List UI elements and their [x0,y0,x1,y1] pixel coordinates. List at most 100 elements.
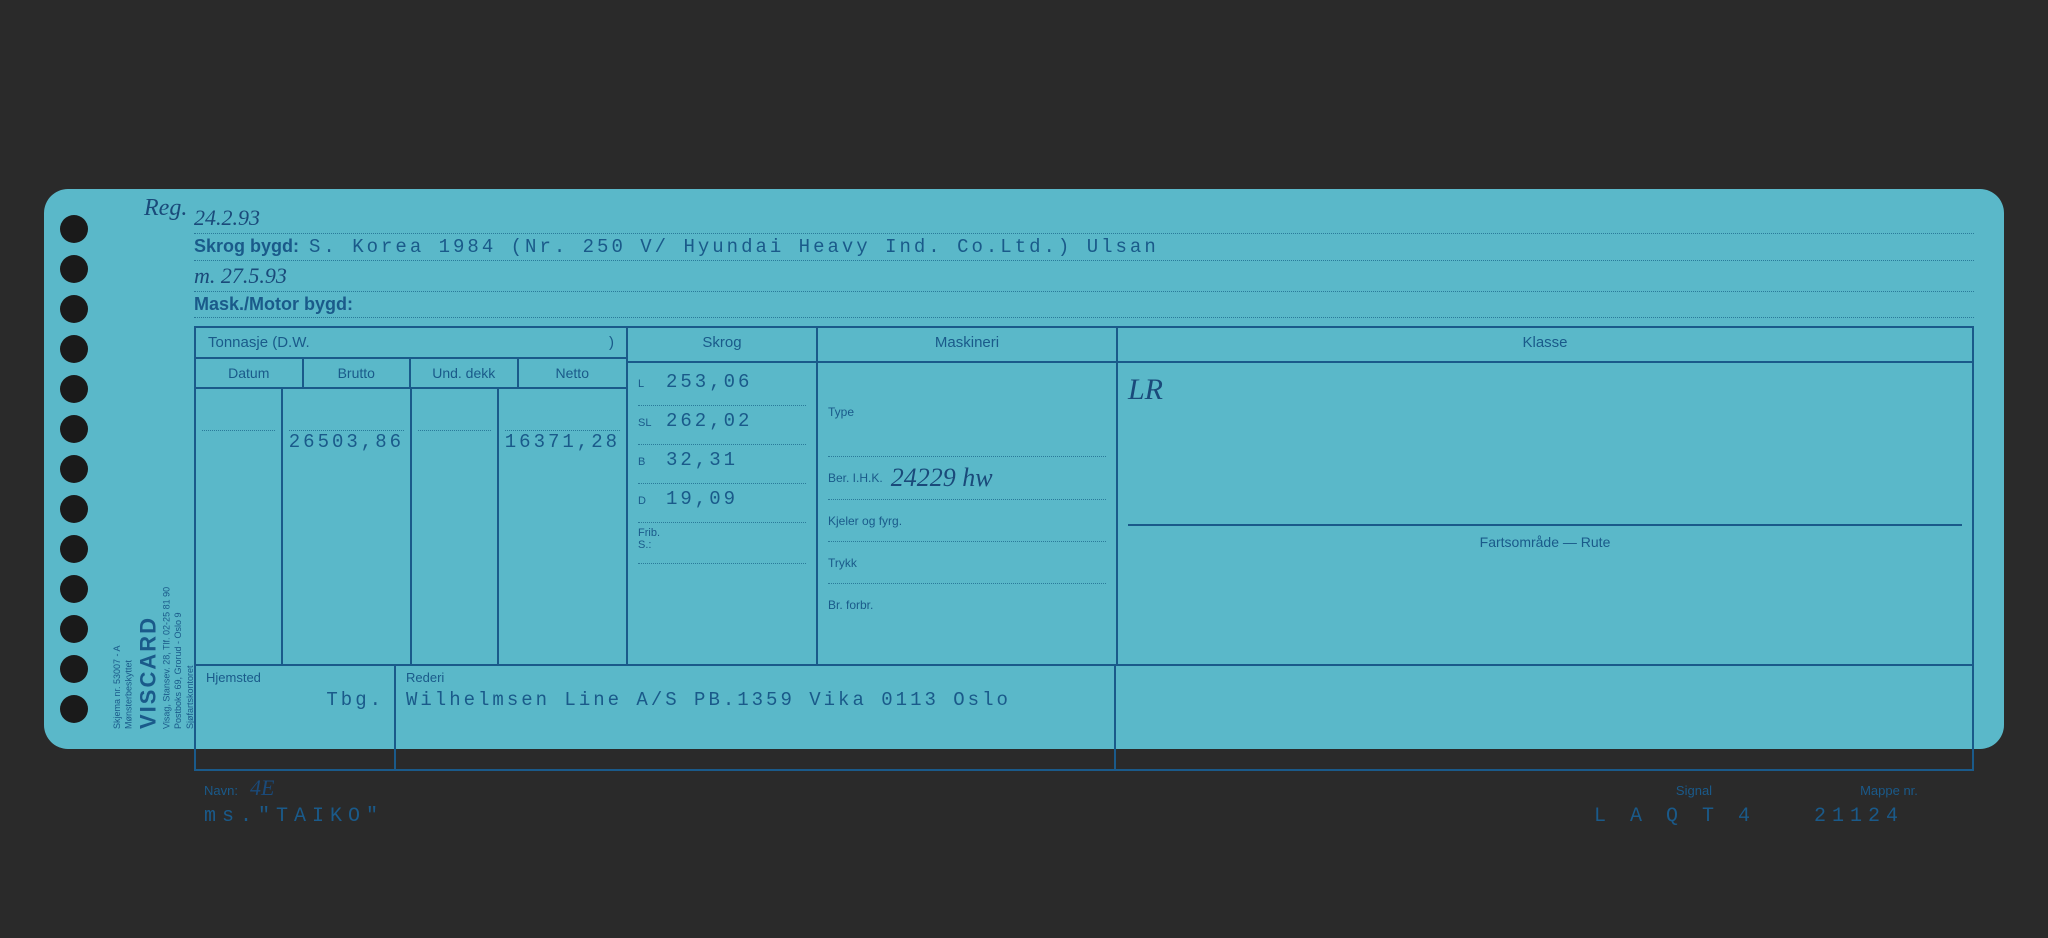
value-sl: 262,02 [666,410,752,432]
header-reg-date-line: 24.2.93 [194,203,1974,234]
main-grid: Tonnasje (D.W. ) Datum Brutto Und. dekk … [194,326,1974,666]
value-b: 32,31 [666,449,738,471]
punch-hole [60,215,88,243]
mask-bygd-label: Mask./Motor bygd: [194,294,353,315]
sidebar-addr2: Postboks 69, Grorud - Oslo 9 [173,209,185,729]
skrog-row-b: B 32,31 [638,445,806,484]
skrog-row-d: D 19,09 [638,484,806,523]
mask-row-type: Type [828,367,1106,457]
skrog-title: Skrog [628,328,816,363]
header-skrog-line: Skrog bygd: S. Korea 1984 (Nr. 250 V/ Hy… [194,234,1974,261]
skrog-bygd-value: S. Korea 1984 (Nr. 250 V/ Hyundai Heavy … [309,236,1159,258]
tonnasje-title: Tonnasje (D.W. [208,334,310,351]
header-mask-line: Mask./Motor bygd: [194,292,1974,318]
hjemsted-label: Hjemsted [206,670,261,685]
cell-datum [196,389,283,664]
skrog-row-frib: Frib.S.: [638,523,806,564]
tonnasje-title-close: ) [609,334,614,351]
netto-value: 16371,28 [505,431,620,453]
cell-und-dekk [412,389,499,664]
card-wrapper: Skjema nr. 53007 - A Mønsterbeskyttet VI… [44,189,2004,749]
footer-labels: Navn: 4E Signal Mappe nr. [194,771,1974,805]
m-date: m. 27.5.93 [194,263,287,289]
label-sl: SL [638,417,658,429]
label-b: B [638,456,658,468]
col-datum: Datum [196,359,304,387]
mappe-value: 21124 [1814,805,1904,828]
label-type: Type [828,405,854,419]
label-kjeler: Kjeler og fyrg. [828,514,902,528]
fartsomrade-label: Fartsområde — Rute [1128,524,1962,654]
cell-netto: 16371,28 [499,389,626,664]
label-trykk: Trykk [828,556,857,570]
punch-strip [44,189,104,749]
reg-date: 24.2.93 [194,205,260,231]
hjemsted-value: Tbg. [206,689,384,711]
reg-label: Reg. [144,195,187,222]
rederi-cell: Rederi Wilhelmsen Line A/S PB.1359 Vika … [396,666,1116,769]
maskineri-body: Type Ber. I.H.K. 24229 hw Kjeler og fyrg… [818,363,1116,664]
klasse-section: Klasse LR Fartsområde — Rute [1116,328,1972,664]
mask-row-ihk: Ber. I.H.K. 24229 hw [828,457,1106,500]
label-frib: Frib.S.: [638,527,658,551]
punch-hole [60,335,88,363]
navn-label: Navn: [204,783,238,798]
bottom-grid: Hjemsted Tbg. Rederi Wilhelmsen Line A/S… [194,666,1974,771]
label-ihk: Ber. I.H.K. [828,471,883,485]
tonnasje-section: Tonnasje (D.W. ) Datum Brutto Und. dekk … [196,328,626,664]
skrog-row-l: L 253,06 [638,367,806,406]
mask-row-kjeler: Kjeler og fyrg. [828,500,1106,542]
punch-hole [60,575,88,603]
hjemsted-cell: Hjemsted Tbg. [196,666,396,769]
viscard: Skjema nr. 53007 - A Mønsterbeskyttet VI… [104,189,2004,749]
skrog-bygd-label: Skrog bygd: [194,236,299,257]
punch-hole [60,455,88,483]
sidebar-form-no: Skjema nr. 53007 - A [112,209,124,729]
value-ihk: 24229 hw [891,463,993,493]
brutto-value: 26503,86 [289,431,404,453]
mask-row-forbr: Br. forbr. [828,584,1106,626]
skrog-body: L 253,06 SL 262,02 B 32,31 D [628,363,816,664]
tonnasje-body: 26503,86 16371,28 [196,389,626,664]
sidebar-addr1: Visag, Stansev. 28, Tlf. 02-25 81 90 [161,209,173,729]
punch-hole [60,655,88,683]
signal-label: Signal [1594,783,1794,798]
label-d: D [638,495,658,507]
col-und-dekk: Und. dekk [411,359,519,387]
klasse-value: LR [1128,373,1163,406]
punch-hole [60,695,88,723]
punch-hole [60,535,88,563]
klasse-body: LR Fartsområde — Rute [1118,363,1972,664]
col-brutto: Brutto [304,359,412,387]
klasse-top: LR [1128,373,1962,524]
value-l: 253,06 [666,371,752,393]
sidebar-brand: VISCARD [135,209,161,729]
signal-value: L A Q T 4 [1594,805,1756,828]
punch-hole [60,375,88,403]
content: Reg. 24.2.93 Skrog bygd: S. Korea 1984 (… [194,199,1974,739]
value-d: 19,09 [666,488,738,510]
bottom-empty [1116,666,1972,769]
col-netto: Netto [519,359,627,387]
sidebar-protected: Mønsterbeskyttet [124,209,136,729]
punch-hole [60,415,88,443]
skrog-row-sl: SL 262,02 [638,406,806,445]
punch-hole [60,615,88,643]
maskineri-title: Maskineri [818,328,1116,363]
mask-row-trykk: Trykk [828,542,1106,584]
header-mdate-line: m. 27.5.93 [194,261,1974,292]
navn-hand: 4E [250,775,274,801]
skrog-section: Skrog L 253,06 SL 262,02 B 32,31 [626,328,816,664]
punch-hole [60,295,88,323]
tonnasje-header: Tonnasje (D.W. ) [196,328,626,359]
punch-hole [60,255,88,283]
header-lines: 24.2.93 Skrog bygd: S. Korea 1984 (Nr. 2… [194,199,1974,326]
klasse-title: Klasse [1118,328,1972,363]
punch-hole [60,495,88,523]
rederi-label: Rederi [406,670,444,685]
maskineri-section: Maskineri Type Ber. I.H.K. 24229 hw Kjel… [816,328,1116,664]
footer-values: ms."TAIKO" L A Q T 4 21124 [194,805,1974,834]
cell-brutto: 26503,86 [283,389,412,664]
label-forbr: Br. forbr. [828,598,873,612]
label-l: L [638,378,658,390]
